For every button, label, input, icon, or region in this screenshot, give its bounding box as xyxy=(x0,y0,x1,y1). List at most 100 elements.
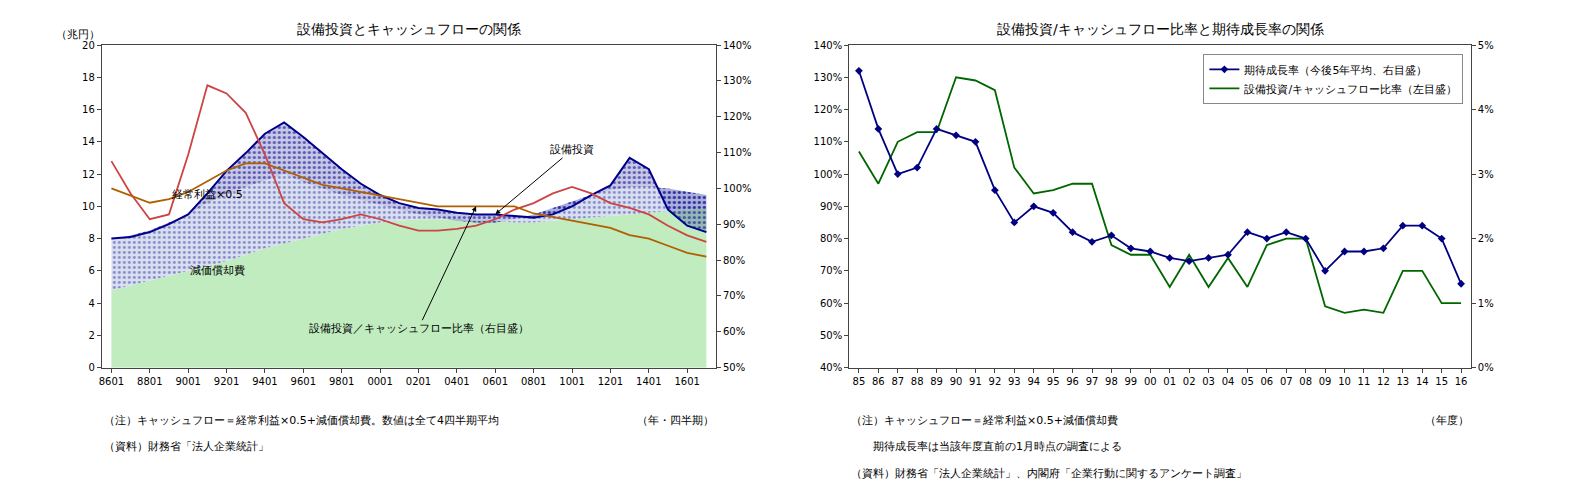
svg-text:0601: 0601 xyxy=(483,376,508,387)
svg-text:50%: 50% xyxy=(820,330,842,341)
svg-text:05: 05 xyxy=(1241,376,1254,387)
svg-text:12: 12 xyxy=(1377,376,1390,387)
svg-text:10: 10 xyxy=(1338,376,1351,387)
svg-text:89: 89 xyxy=(930,376,943,387)
svg-text:経常利益×0.5: 経常利益×0.5 xyxy=(171,188,243,201)
svg-text:07: 07 xyxy=(1280,376,1293,387)
svg-text:14: 14 xyxy=(82,136,95,147)
svg-text:120%: 120% xyxy=(814,104,843,115)
svg-text:70%: 70% xyxy=(723,290,745,301)
svg-text:1%: 1% xyxy=(1478,298,1494,309)
svg-text:0%: 0% xyxy=(1478,362,1494,373)
svg-text:94: 94 xyxy=(1027,376,1040,387)
svg-text:11: 11 xyxy=(1358,376,1371,387)
svg-text:（年・四半期）: （年・四半期） xyxy=(637,414,714,427)
svg-text:（兆円）: （兆円） xyxy=(56,28,100,41)
svg-text:設備投資: 設備投資 xyxy=(550,143,594,156)
svg-text:（資料）財務省「法人企業統計」、内閣府「企業行動に関するアン: （資料）財務省「法人企業統計」、内閣府「企業行動に関するアンケート調査」 xyxy=(851,467,1247,480)
svg-text:01: 01 xyxy=(1163,376,1176,387)
svg-text:1601: 1601 xyxy=(674,376,699,387)
svg-text:96: 96 xyxy=(1066,376,1079,387)
svg-text:60%: 60% xyxy=(820,298,842,309)
svg-text:4%: 4% xyxy=(1478,104,1494,115)
svg-text:10: 10 xyxy=(82,201,95,212)
svg-text:16: 16 xyxy=(82,104,95,115)
svg-text:95: 95 xyxy=(1047,376,1060,387)
svg-text:（注）キャッシュフロー＝経常利益×0.5+減価償却費: （注）キャッシュフロー＝経常利益×0.5+減価償却費 xyxy=(851,414,1118,427)
svg-text:60%: 60% xyxy=(723,326,745,337)
svg-text:4: 4 xyxy=(88,298,94,309)
svg-text:期待成長率（今後5年平均、右目盛）: 期待成長率（今後5年平均、右目盛） xyxy=(1244,64,1427,77)
svg-text:99: 99 xyxy=(1124,376,1137,387)
svg-text:5%: 5% xyxy=(1478,40,1494,51)
svg-text:140%: 140% xyxy=(814,40,843,51)
svg-text:04: 04 xyxy=(1222,376,1235,387)
svg-text:（年度）: （年度） xyxy=(1425,414,1469,427)
svg-text:50%: 50% xyxy=(723,362,745,373)
svg-text:8: 8 xyxy=(88,233,94,244)
svg-text:88: 88 xyxy=(911,376,924,387)
svg-text:130%: 130% xyxy=(723,75,752,86)
svg-text:70%: 70% xyxy=(820,265,842,276)
svg-text:85: 85 xyxy=(853,376,866,387)
svg-text:13: 13 xyxy=(1396,376,1409,387)
svg-text:（注）キャッシュフロー＝経常利益×0.5+減価償却費。数値は: （注）キャッシュフロー＝経常利益×0.5+減価償却費。数値は全て4四半期平均 xyxy=(104,414,499,427)
svg-text:12: 12 xyxy=(82,169,95,180)
svg-text:09: 09 xyxy=(1319,376,1332,387)
svg-text:91: 91 xyxy=(969,376,982,387)
svg-text:2%: 2% xyxy=(1478,233,1494,244)
svg-text:86: 86 xyxy=(872,376,885,387)
svg-text:87: 87 xyxy=(891,376,904,387)
svg-text:120%: 120% xyxy=(723,111,752,122)
svg-text:設備投資／キャッシュフロー比率（右目盛）: 設備投資／キャッシュフロー比率（右目盛） xyxy=(309,322,529,335)
svg-text:8601: 8601 xyxy=(99,376,124,387)
svg-text:減価償却費: 減価償却費 xyxy=(190,264,245,277)
svg-text:97: 97 xyxy=(1086,376,1099,387)
svg-text:80%: 80% xyxy=(820,233,842,244)
svg-text:40%: 40% xyxy=(820,362,842,373)
svg-text:100%: 100% xyxy=(723,183,752,194)
svg-text:1001: 1001 xyxy=(559,376,584,387)
svg-text:93: 93 xyxy=(1008,376,1021,387)
svg-text:06: 06 xyxy=(1260,376,1273,387)
svg-text:00: 00 xyxy=(1144,376,1157,387)
svg-text:03: 03 xyxy=(1202,376,1215,387)
svg-text:（資料）財務省「法人企業統計」: （資料）財務省「法人企業統計」 xyxy=(104,440,269,453)
svg-text:92: 92 xyxy=(989,376,1002,387)
svg-text:110%: 110% xyxy=(723,147,752,158)
svg-text:期待成長率は当該年度直前の1月時点の調査による: 期待成長率は当該年度直前の1月時点の調査による xyxy=(851,440,1122,453)
svg-text:3%: 3% xyxy=(1478,169,1494,180)
svg-text:08: 08 xyxy=(1299,376,1312,387)
svg-text:9001: 9001 xyxy=(175,376,200,387)
svg-text:2: 2 xyxy=(88,330,94,341)
svg-text:1201: 1201 xyxy=(598,376,623,387)
svg-text:0001: 0001 xyxy=(367,376,392,387)
svg-text:6: 6 xyxy=(88,265,94,276)
svg-text:0401: 0401 xyxy=(444,376,469,387)
svg-text:98: 98 xyxy=(1105,376,1118,387)
svg-text:9201: 9201 xyxy=(214,376,239,387)
svg-text:100%: 100% xyxy=(814,169,843,180)
svg-text:0201: 0201 xyxy=(406,376,431,387)
svg-text:8801: 8801 xyxy=(137,376,162,387)
svg-text:130%: 130% xyxy=(814,72,843,83)
svg-text:90%: 90% xyxy=(820,201,842,212)
svg-text:20: 20 xyxy=(82,40,95,51)
svg-text:02: 02 xyxy=(1183,376,1196,387)
svg-text:15: 15 xyxy=(1435,376,1448,387)
svg-text:18: 18 xyxy=(82,72,95,83)
svg-text:14: 14 xyxy=(1416,376,1429,387)
svg-text:80%: 80% xyxy=(723,255,745,266)
svg-text:9401: 9401 xyxy=(252,376,277,387)
svg-text:140%: 140% xyxy=(723,40,752,51)
svg-text:9601: 9601 xyxy=(291,376,316,387)
svg-text:0801: 0801 xyxy=(521,376,546,387)
svg-text:設備投資/キャッシュフロー比率と期待成長率の関係: 設備投資/キャッシュフロー比率と期待成長率の関係 xyxy=(997,21,1324,37)
svg-text:16: 16 xyxy=(1455,376,1468,387)
svg-text:設備投資/キャッシュフロー比率（左目盛）: 設備投資/キャッシュフロー比率（左目盛） xyxy=(1244,83,1457,96)
svg-text:設備投資とキャッシュフローの関係: 設備投資とキャッシュフローの関係 xyxy=(297,21,521,37)
svg-text:110%: 110% xyxy=(814,136,843,147)
svg-text:9801: 9801 xyxy=(329,376,354,387)
svg-text:90%: 90% xyxy=(723,219,745,230)
svg-text:1401: 1401 xyxy=(636,376,661,387)
